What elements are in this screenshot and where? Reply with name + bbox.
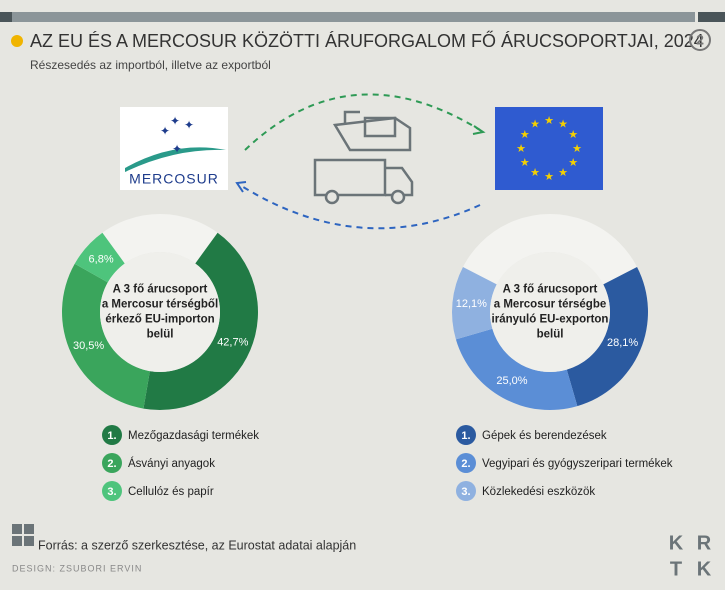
legend-badge: [102, 481, 122, 501]
legend-rank: 2.: [107, 458, 116, 470]
donut-segment: [455, 328, 578, 411]
legend-label: Cellulóz és papír: [128, 486, 214, 498]
page-number: 2: [696, 32, 704, 48]
legend-badge: [456, 453, 476, 473]
svg-text:✦: ✦: [170, 114, 180, 128]
center-text: belül: [537, 329, 564, 341]
legend-rank: 1.: [461, 430, 470, 442]
top-bar-accent: [0, 12, 12, 22]
footer-icon: [12, 524, 34, 546]
legend-badge: [456, 425, 476, 445]
center-text: irányuló EU-exporton: [492, 314, 609, 326]
legend-badge: [102, 425, 122, 445]
eu-star: ★: [558, 167, 568, 179]
logo-letter: R: [697, 532, 712, 554]
page-badge: [689, 29, 711, 51]
mercosur-swoosh: [125, 147, 226, 172]
center-text: belül: [147, 329, 174, 341]
eu-star: ★: [520, 129, 530, 141]
arrow-head: [235, 181, 247, 193]
top-bar-accent: [698, 12, 725, 22]
eu-flag: [495, 107, 603, 190]
legend-badge: [102, 453, 122, 473]
eu-star: ★: [544, 171, 554, 183]
legend-rank: 2.: [461, 458, 470, 470]
legend-rank: 3.: [107, 486, 116, 498]
svg-text:✦: ✦: [184, 118, 194, 132]
svg-text:✦: ✦: [160, 124, 170, 138]
mercosur-label: MERCOSUR: [129, 171, 219, 187]
value-label: 28,1%: [607, 337, 638, 349]
eu-star: ★: [572, 143, 582, 155]
arrow-head: [472, 125, 486, 135]
eu-stars: ★ ★★★★★★★★★★★: [516, 115, 582, 183]
title: AZ EU ÉS A MERCOSUR KÖZÖTTI ÁRUFORGALOM …: [30, 30, 704, 51]
value-label: 6,8%: [89, 253, 114, 265]
subtitle: Részesedés az importból, illetve az expo…: [30, 58, 271, 72]
legend-rank: 1.: [107, 430, 116, 442]
credit: DESIGN: ZSUBORI ERVIN: [12, 563, 142, 573]
legend-badge: [456, 481, 476, 501]
logo-letter: K: [669, 532, 684, 554]
top-bar: [0, 12, 695, 22]
svg-text:✦: ✦: [172, 142, 182, 156]
eu-star: ★: [516, 143, 526, 155]
donut-segment: [451, 266, 497, 340]
eu-star: ★: [544, 115, 554, 127]
donut-hole: [100, 252, 220, 372]
eu-star: ★: [568, 129, 578, 141]
center-text: A 3 fő árucsoport: [113, 284, 208, 296]
logo-letter: T: [670, 558, 682, 580]
source: Forrás: a szerző szerkesztése, az Eurost…: [38, 538, 356, 552]
value-label: 25,0%: [496, 375, 527, 387]
eu-star: ★: [558, 119, 568, 131]
center-text: érkező EU-importon: [105, 314, 214, 326]
donut-segment: [143, 232, 259, 410]
value-label: 30,5%: [73, 340, 104, 352]
legend-label: Mezőgazdasági termékek: [128, 430, 259, 442]
title-dot: [11, 35, 23, 47]
donut-segment: [61, 263, 150, 409]
logo-letter: K: [697, 558, 712, 580]
legend-label: Ásványi anyagok: [128, 457, 215, 470]
donut-hole: [490, 252, 610, 372]
eu-star: ★: [530, 119, 540, 131]
eu-star: ★: [568, 157, 578, 169]
center-text: a Mercosur térségbe: [494, 299, 607, 311]
legend-label: Közlekedési eszközök: [482, 486, 595, 498]
legend-label: Gépek és berendezések: [482, 430, 607, 442]
donut-segment: [566, 266, 648, 407]
eu-star: ★: [520, 157, 530, 169]
mercosur-stars: ✦✦ ✦✦: [160, 114, 194, 156]
eu-star: ★: [530, 167, 540, 179]
arrow-export: [244, 93, 481, 151]
value-label: 42,7%: [217, 337, 248, 349]
donut-segment: [74, 232, 125, 283]
value-label: 12,1%: [456, 298, 487, 310]
legend-label: Vegyipari és gyógyszeripari termékek: [482, 458, 673, 470]
arrow-import: [239, 184, 481, 230]
legend-rank: 3.: [461, 486, 470, 498]
center-text: A 3 fő árucsoport: [503, 284, 598, 296]
center-text: a Mercosur térségből: [102, 299, 218, 311]
krtk-logo: K R T K: [669, 532, 712, 580]
transport-icon: [313, 110, 414, 205]
